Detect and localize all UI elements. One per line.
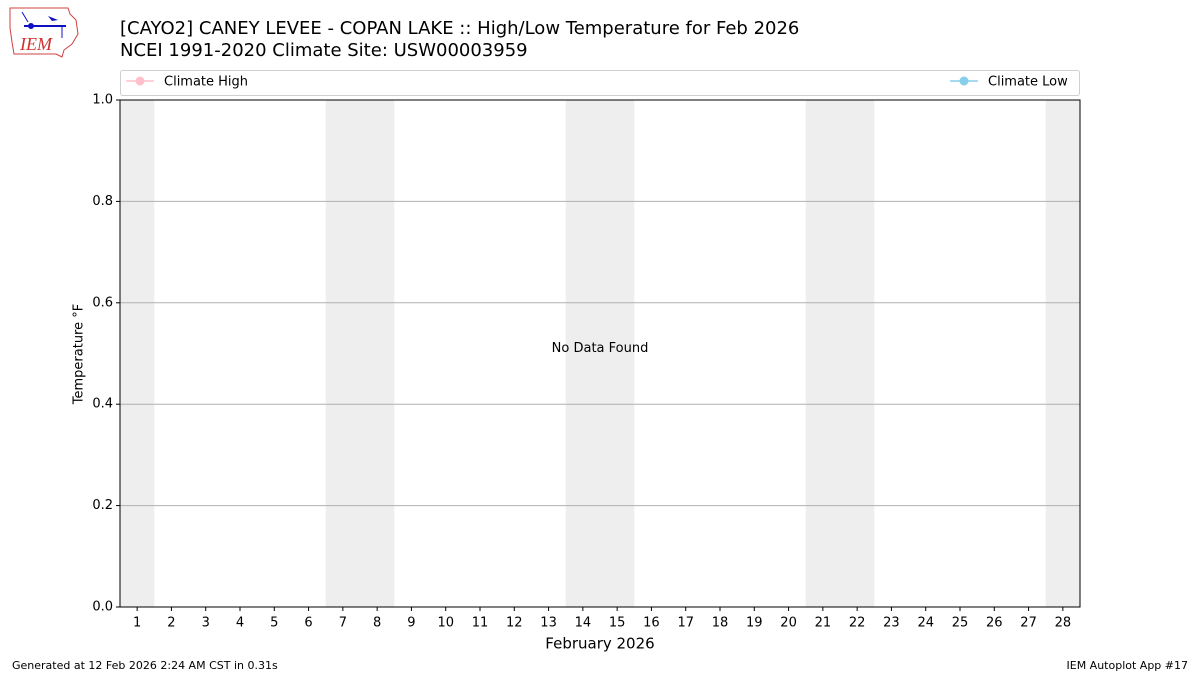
x-tick-label: 28 xyxy=(1055,616,1072,631)
x-tick-label: 17 xyxy=(677,616,694,631)
footer-left: Generated at 12 Feb 2026 2:24 AM CST in … xyxy=(12,659,278,672)
x-tick-label: 7 xyxy=(339,616,347,631)
annotation: No Data Found xyxy=(552,341,649,356)
plot-frame xyxy=(119,99,1081,608)
y-tick-label: 0.6 xyxy=(92,295,113,310)
x-tick-label: 5 xyxy=(270,616,278,631)
x-axis-label: February 2026 xyxy=(545,635,654,653)
x-tick-label: 18 xyxy=(712,616,729,631)
chart-title: [CAYO2] CANEY LEVEE - COPAN LAKE :: High… xyxy=(120,18,799,39)
logo-text: IEM xyxy=(19,34,53,54)
x-tick-label: 26 xyxy=(986,616,1003,631)
legend-marker xyxy=(959,76,969,86)
x-tick-label: 27 xyxy=(1020,616,1037,631)
x-tick-label: 11 xyxy=(472,616,489,631)
plot-area: 0.00.20.40.60.81.01 2 3 4 5 6 7 8 9 10 11 12 13 14 15 1… xyxy=(92,93,1081,631)
x-tick-label: 20 xyxy=(780,616,797,631)
x-tick-label: 21 xyxy=(815,616,832,631)
x-tick-label: 9 xyxy=(407,616,415,631)
x-tick-label: 19 xyxy=(746,616,763,631)
x-tick-label: 23 xyxy=(883,616,900,631)
logo: IEM xyxy=(9,7,79,58)
legend xyxy=(120,70,1080,96)
weekend-band xyxy=(805,100,875,607)
x-tick-label: 2 xyxy=(167,616,175,631)
x-tick-label: 6 xyxy=(304,616,312,631)
footer-right: IEM Autoplot App #17 xyxy=(1067,659,1189,672)
y-tick-label: 1.0 xyxy=(92,93,113,108)
y-tick-label: 0.2 xyxy=(92,498,113,513)
legend-label: Climate Low xyxy=(988,75,1068,90)
x-tick-label: 15 xyxy=(609,616,626,631)
weekend-band xyxy=(1045,100,1080,607)
y-axis-label: Temperature °F xyxy=(72,304,87,405)
weekend-band xyxy=(120,100,155,607)
x-tick-label: 24 xyxy=(917,616,934,631)
x-tick-label: 8 xyxy=(373,616,381,631)
weekend-band xyxy=(565,100,635,607)
x-tick-label: 16 xyxy=(643,616,660,631)
x-tick-label: 4 xyxy=(236,616,244,631)
x-tick-label: 25 xyxy=(952,616,969,631)
x-tick-label: 14 xyxy=(575,616,592,631)
legend-marker xyxy=(135,76,145,86)
chart-subtitle: NCEI 1991-2020 Climate Site: USW00003959 xyxy=(120,40,528,61)
weekend-band xyxy=(325,100,395,607)
x-tick-label: 22 xyxy=(849,616,866,631)
x-tick-label: 3 xyxy=(202,616,210,631)
y-tick-label: 0.8 xyxy=(92,194,113,209)
y-tick-label: 0.0 xyxy=(92,600,113,615)
x-tick-label: 10 xyxy=(437,616,454,631)
legend-label: Climate High xyxy=(164,75,248,90)
y-tick-label: 0.4 xyxy=(92,397,113,412)
x-tick-label: 13 xyxy=(540,616,557,631)
x-tick-label: 1 xyxy=(133,616,141,631)
x-tick-label: 12 xyxy=(506,616,523,631)
